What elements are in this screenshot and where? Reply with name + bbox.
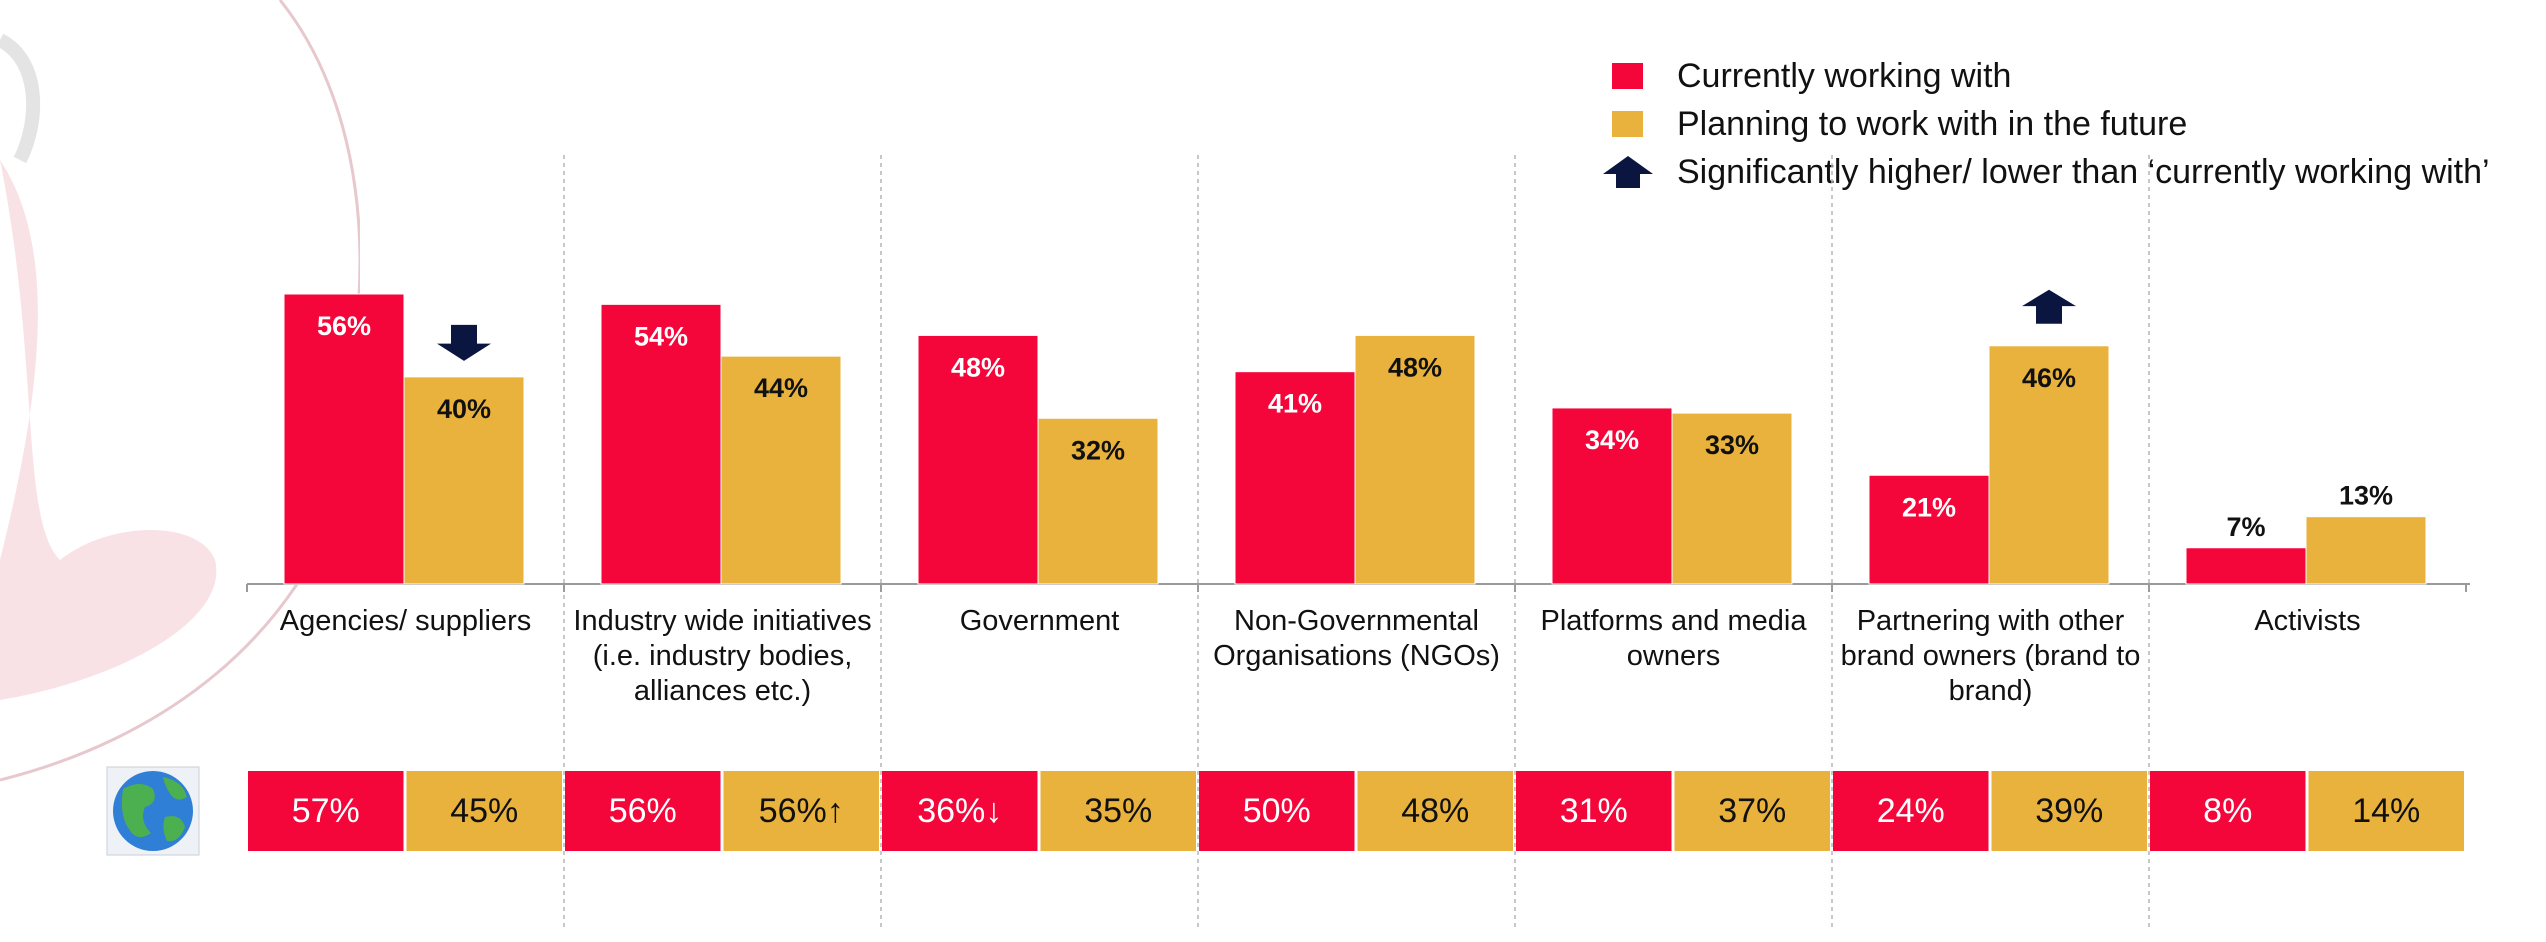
global-cell-future	[1991, 771, 2147, 851]
global-value-current: 24%	[1877, 792, 1945, 830]
global-cell-future	[2308, 771, 2464, 851]
bar-current	[1234, 371, 1356, 585]
category-label: Industry wide initiatives	[573, 605, 871, 637]
global-value-future: 39%	[2035, 792, 2103, 830]
category-label: brand owners (brand to	[1841, 640, 2141, 672]
legend-swatch-future	[1612, 111, 1643, 137]
global-cell-current	[565, 771, 721, 851]
category-label: Activists	[2254, 605, 2360, 637]
global-value-current: 31%	[1560, 792, 1628, 830]
bar-future	[1354, 334, 1476, 585]
data-label-current: 56%	[317, 311, 371, 341]
global-cell-current	[1833, 771, 1989, 851]
global-cell-current	[882, 771, 1038, 851]
data-label-current: 54%	[634, 321, 688, 351]
legend-swatch-current	[1612, 63, 1643, 89]
bar-future	[2305, 516, 2427, 585]
global-value-current: 8%	[2203, 792, 2252, 830]
global-value-current: 57%	[292, 792, 360, 830]
legend-item-future: Planning to work with in the future	[1612, 100, 2490, 148]
bar-future	[403, 376, 525, 585]
global-value-current: 56%	[609, 792, 677, 830]
bar-current	[1868, 474, 1990, 585]
global-value-future: 35%	[1084, 792, 1152, 830]
legend-label-future: Planning to work with in the future	[1677, 104, 2188, 143]
bar-current	[2185, 547, 2307, 585]
category-label: Partnering with other	[1857, 605, 2125, 637]
legend-item-current: Currently working with	[1612, 52, 2490, 100]
data-label-future: 32%	[1071, 435, 1125, 465]
data-label-future: 46%	[2022, 363, 2076, 393]
data-label-current: 41%	[1268, 389, 1322, 419]
globe-land	[163, 816, 185, 842]
bar-future	[1037, 417, 1159, 585]
global-value-future: 14%	[2352, 792, 2420, 830]
up-arrow-icon	[1602, 155, 1654, 189]
category-label: Agencies/ suppliers	[280, 605, 531, 637]
global-value-future: 48%	[1401, 792, 1469, 830]
global-cell-current	[1199, 771, 1355, 851]
category-label: Organisations (NGOs)	[1213, 640, 1500, 672]
bar-future	[1671, 412, 1793, 585]
bar-future	[1988, 345, 2110, 585]
bar-current	[283, 293, 405, 585]
global-value-current: 50%	[1243, 792, 1311, 830]
global-cell-future	[406, 771, 562, 851]
legend-label-significance: Significantly higher/ lower than ‘curren…	[1677, 152, 2490, 191]
bar-current	[1551, 407, 1673, 585]
data-label-future: 48%	[1388, 352, 1442, 382]
data-label-future: 33%	[1705, 430, 1759, 460]
legend-item-significance: Significantly higher/ lower than ‘curren…	[1603, 148, 2490, 196]
globe-land	[163, 777, 187, 800]
up-arrow-icon	[2022, 289, 2076, 324]
global-cell-current	[248, 771, 404, 851]
legend-label-current: Currently working with	[1677, 56, 2012, 95]
global-value-future: 37%	[1718, 792, 1786, 830]
data-label-current: 34%	[1585, 425, 1639, 455]
global-cell-future	[723, 771, 879, 851]
category-label: Platforms and media	[1541, 605, 1808, 637]
global-value-current: 36%↓	[917, 792, 1002, 830]
category-label: Government	[960, 605, 1120, 637]
bar-current	[917, 334, 1039, 585]
global-value-future: 45%	[450, 792, 518, 830]
category-label: (i.e. industry bodies,	[593, 640, 853, 672]
category-label: alliances etc.)	[634, 675, 811, 707]
data-label-future: 13%	[2339, 481, 2393, 511]
category-label: Non-Governmental	[1234, 605, 1479, 637]
down-arrow-icon	[437, 324, 491, 361]
bar-future	[720, 355, 842, 585]
globe-land	[121, 784, 155, 838]
data-label-current: 7%	[2226, 512, 2265, 542]
global-cell-future	[1674, 771, 1830, 851]
global-value-future: 56%↑	[759, 792, 844, 830]
data-label-current: 48%	[951, 352, 1005, 382]
global-cell-current	[1516, 771, 1672, 851]
category-label: owners	[1627, 640, 1721, 672]
data-label-current: 21%	[1902, 492, 1956, 522]
data-label-future: 44%	[754, 373, 808, 403]
global-cell-future	[1040, 771, 1196, 851]
global-cell-future	[1357, 771, 1513, 851]
category-label: brand)	[1949, 675, 2033, 707]
legend: Currently working with Planning to work …	[1603, 52, 2490, 196]
bar-current	[600, 303, 722, 585]
global-cell-current	[2150, 771, 2306, 851]
data-label-future: 40%	[437, 394, 491, 424]
